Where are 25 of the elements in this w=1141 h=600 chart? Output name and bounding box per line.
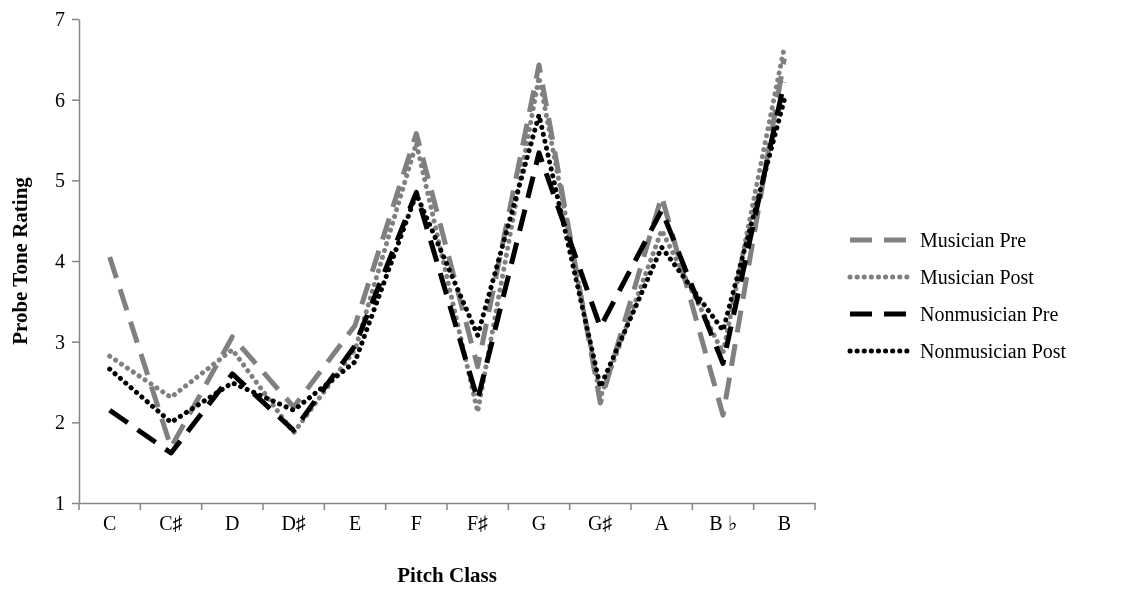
- x-tick-label: B: [777, 512, 792, 534]
- y-tick-label: 5: [55, 169, 65, 192]
- x-tick-label: D: [225, 512, 240, 534]
- legend-label: Nonmusician Post: [920, 340, 1067, 362]
- y-tick-label: 4: [55, 249, 65, 272]
- y-tick-label: 2: [55, 411, 65, 434]
- x-tick-label: G: [531, 512, 547, 534]
- x-tick-label: F: [410, 512, 422, 534]
- y-tick-label: 6: [55, 88, 65, 111]
- x-tick-label: C: [102, 512, 117, 534]
- y-tick-label: 3: [55, 330, 65, 353]
- x-tick-label: C♯: [159, 512, 183, 534]
- x-tick-label: F♯: [467, 512, 489, 534]
- legend-label: Musician Post: [920, 266, 1035, 288]
- x-tick-label: E: [348, 512, 362, 534]
- legend-label: Musician Pre: [920, 229, 1027, 251]
- x-axis-title: Pitch Class: [397, 563, 497, 587]
- x-tick-label: A: [654, 512, 670, 534]
- y-tick-label: 7: [55, 7, 65, 30]
- y-axis-title: Probe Tone Rating: [8, 176, 32, 345]
- x-tick-label: G♯: [588, 512, 613, 534]
- x-tick-label: D♯: [281, 512, 306, 534]
- x-tick-label: B ♭: [709, 512, 737, 534]
- legend-label: Nonmusician Pre: [920, 303, 1059, 325]
- y-tick-label: 1: [55, 491, 65, 514]
